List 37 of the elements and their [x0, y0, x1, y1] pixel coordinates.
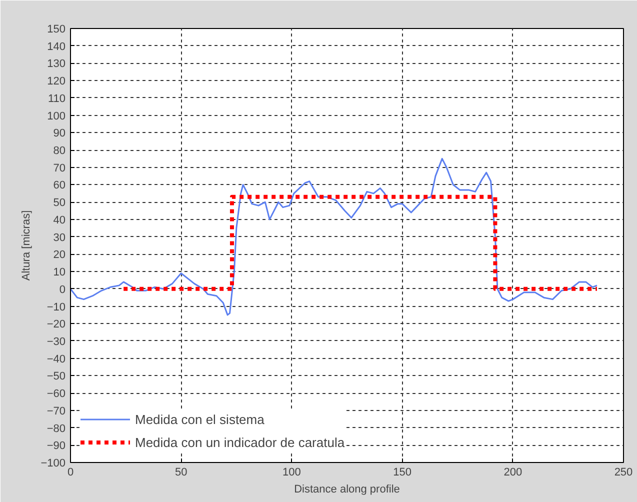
x-tick-label: 100 [282, 466, 301, 478]
y-tick-label: 90 [53, 128, 66, 140]
y-tick-label: 80 [53, 145, 66, 158]
y-tick-label: 20 [53, 249, 66, 262]
line-series [70, 158, 598, 316]
x-axis-title: Distance along profile [294, 484, 400, 496]
y-tick-label: 40 [53, 214, 66, 226]
x-tick-label: 200 [504, 466, 522, 478]
legend-label: Medida con el sistema [135, 412, 264, 426]
x-tick-label: 150 [393, 466, 412, 478]
y-tick-label: 120 [47, 76, 66, 88]
y-tick-label: 140 [47, 40, 66, 53]
y-tick-label: 130 [47, 58, 66, 70]
y-tick-label: −20 [46, 318, 66, 331]
x-tick-label: 250 [614, 466, 633, 478]
y-tick-label: −40 [46, 353, 66, 366]
y-tick-label: −10 [46, 301, 66, 314]
y-tick-label: 70 [53, 162, 66, 174]
x-tick-label: 0 [67, 466, 74, 478]
y-tick-label: 30 [53, 232, 66, 244]
y-tick-label: 0 [59, 284, 66, 296]
y-tick-label: 110 [48, 92, 66, 105]
y-tick-label: −30 [46, 336, 66, 348]
y-tick-label: 150 [47, 24, 66, 36]
y-axis-title: Altura [micras] [20, 210, 33, 281]
legend-label: Medida con un indicador de caratula [135, 434, 345, 450]
y-tick-label: −100 [40, 458, 66, 470]
y-tick-label: 50 [53, 197, 66, 210]
y-tick-label: 10 [53, 266, 66, 279]
y-tick-label: 60 [53, 180, 66, 192]
y-tick-label: −90 [46, 440, 66, 452]
y-tick-label: −80 [46, 422, 66, 435]
y-tick-label: 100 [47, 110, 66, 122]
y-tick-label: −60 [46, 388, 66, 400]
y-tick-label: −50 [46, 370, 66, 383]
x-tick-label: 50 [174, 466, 188, 478]
y-tick-label: −70 [46, 405, 66, 418]
